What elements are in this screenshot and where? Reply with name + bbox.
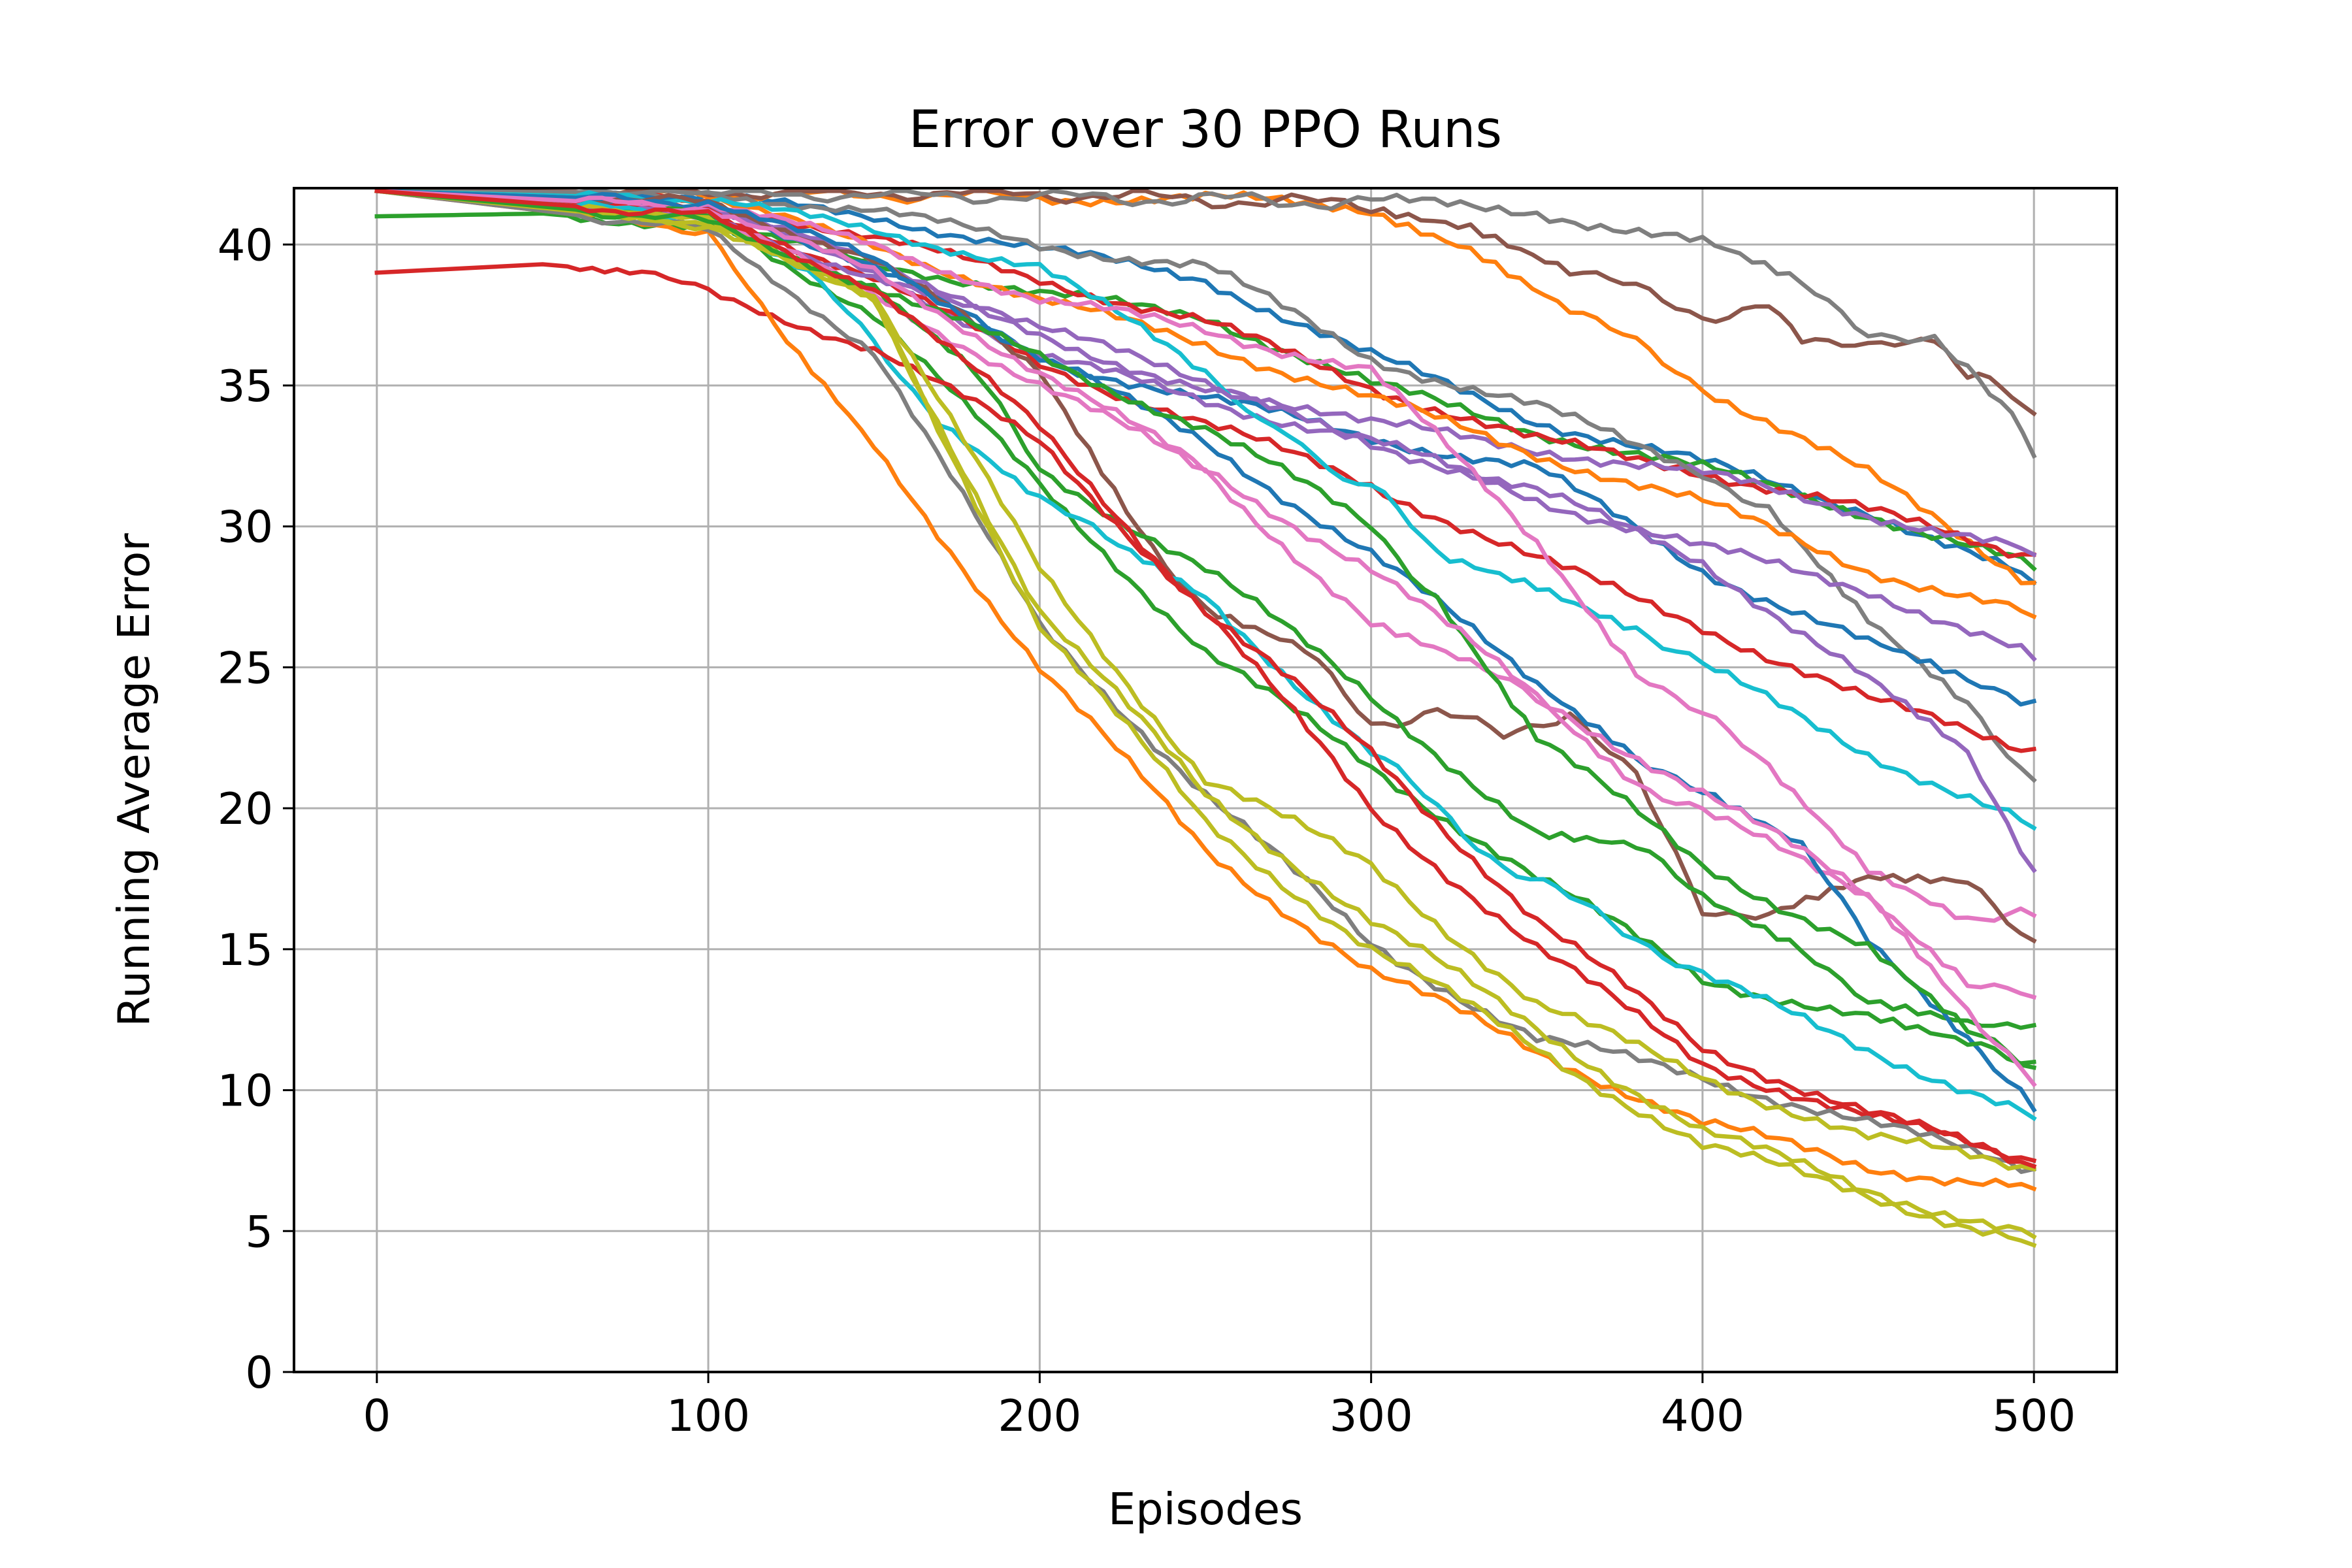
x-tick-label: 400: [1661, 1390, 1744, 1441]
y-tick-label: 30: [218, 502, 273, 553]
y-tick-label: 0: [245, 1347, 273, 1398]
x-tick-label: 500: [1992, 1390, 2076, 1441]
series-line: [374, 189, 2037, 783]
series-lines: [374, 188, 2037, 1249]
x-tick-label: 0: [363, 1390, 391, 1441]
plot-frame: [293, 187, 2118, 1373]
series-line: [374, 188, 2037, 1172]
y-tick-label: 5: [245, 1206, 273, 1257]
y-tick-label: 25: [218, 642, 273, 693]
y-tick-label: 15: [218, 924, 273, 975]
series-line: [374, 188, 2037, 1169]
chart-title: Error over 30 PPO Runs: [909, 101, 1502, 159]
y-tick-label: 35: [218, 361, 273, 412]
x-tick-label: 300: [1330, 1390, 1413, 1441]
x-axis-label: Episodes: [1108, 1484, 1303, 1535]
x-tick-label: 200: [998, 1390, 1081, 1441]
axis-ticks: 0 100 200 300 400 500 0 5 10 15 20 25 30 35 40: [218, 220, 2076, 1441]
y-axis-label: Running Average Error: [108, 533, 159, 1027]
series-line: [374, 188, 2037, 923]
x-tick-label: 100: [666, 1390, 750, 1441]
y-tick-label: 10: [218, 1066, 273, 1117]
series-line: [374, 188, 2037, 1070]
series-line: [374, 188, 2037, 944]
grid-lines: [294, 188, 2117, 1373]
y-tick-label: 20: [218, 783, 273, 834]
y-tick-label: 40: [218, 220, 273, 270]
series-line: [374, 188, 2037, 1192]
series-line: [374, 188, 2037, 1249]
